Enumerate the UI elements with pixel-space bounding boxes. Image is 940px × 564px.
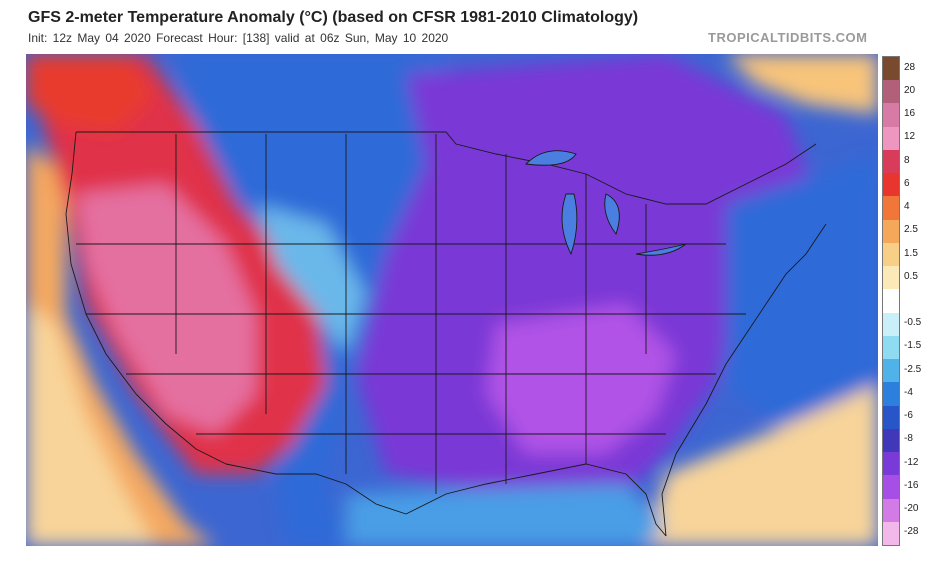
map-title: GFS 2-meter Temperature Anomaly (°C) (ba… bbox=[28, 9, 639, 26]
colorbar-swatch bbox=[883, 242, 899, 267]
colorbar-tick-label: -8 bbox=[904, 433, 913, 445]
colorbar-swatch bbox=[883, 149, 899, 174]
colorbar-swatch bbox=[883, 452, 899, 476]
colorbar-tick-label: -1.5 bbox=[904, 340, 922, 352]
colorbar-tick-label: 20 bbox=[904, 84, 916, 96]
map-subtitle: Init: 12z May 04 2020 Forecast Hour: [13… bbox=[28, 31, 449, 45]
colorbar-tick-label: -16 bbox=[904, 479, 919, 491]
colorbar-tick-label: -6 bbox=[904, 410, 913, 422]
colorbar-tick-label: -0.5 bbox=[904, 317, 922, 329]
colorbar-swatch bbox=[883, 266, 899, 290]
temperature-anomaly-map bbox=[26, 54, 878, 546]
colorbar-tick-label: 1.5 bbox=[904, 247, 918, 259]
colorbar-tick-label: 2.5 bbox=[904, 224, 918, 236]
colorbar-tick-label: 28 bbox=[904, 61, 916, 73]
west-hot-core bbox=[76, 184, 256, 434]
colorbar-swatch bbox=[883, 57, 899, 81]
colorbar-swatch bbox=[883, 335, 899, 360]
labrador-warm-anomaly bbox=[726, 54, 878, 114]
canada-warm-anomaly bbox=[26, 54, 156, 134]
colorbar-tick-label: -20 bbox=[904, 503, 919, 515]
colorbar-swatch bbox=[883, 289, 899, 314]
colorbar-tick-label: 16 bbox=[904, 108, 916, 120]
colorbar-swatch bbox=[883, 196, 899, 221]
colorbar-swatch bbox=[883, 475, 899, 500]
colorbar-swatch bbox=[883, 219, 899, 244]
colorbar-swatch bbox=[883, 428, 899, 453]
colorbar-swatch bbox=[883, 405, 899, 430]
colorbar-tick-label: 0.5 bbox=[904, 270, 918, 282]
colorbar-tick-label: -12 bbox=[904, 456, 919, 468]
colorbar-swatch bbox=[883, 173, 899, 197]
colorbar-tick-label: 6 bbox=[904, 177, 910, 189]
colorbar-tick-label: 4 bbox=[904, 201, 910, 213]
colorbar bbox=[882, 56, 900, 546]
boundary-lines bbox=[65, 131, 827, 537]
colorbar-swatch bbox=[883, 382, 899, 407]
colorbar-swatch bbox=[883, 521, 899, 546]
colorbar-tick-label: -2.5 bbox=[904, 363, 922, 375]
site-credit: TROPICALTIDBITS.COM bbox=[708, 30, 868, 45]
pacific-mild-anomaly bbox=[26, 304, 156, 546]
colorbar-swatch bbox=[883, 126, 899, 151]
rockies-light-cool bbox=[256, 204, 366, 354]
atlantic-cool-anomaly bbox=[726, 154, 878, 434]
colorbar-tick-label: -28 bbox=[904, 526, 919, 538]
colorbar-tick-label: 8 bbox=[904, 154, 910, 166]
colorbar-swatch bbox=[883, 80, 899, 104]
gulf-cool-anomaly bbox=[346, 484, 666, 546]
colorbar-swatch bbox=[883, 103, 899, 128]
colorbar-swatch bbox=[883, 498, 899, 523]
colorbar-tick-label: 12 bbox=[904, 131, 916, 143]
colorbar-swatch bbox=[883, 359, 899, 383]
atlantic-warm-anomaly bbox=[646, 384, 878, 546]
colorbar-swatch bbox=[883, 312, 899, 337]
colorbar-tick-label: -4 bbox=[904, 386, 913, 398]
southeast-coldest-core bbox=[486, 304, 676, 454]
